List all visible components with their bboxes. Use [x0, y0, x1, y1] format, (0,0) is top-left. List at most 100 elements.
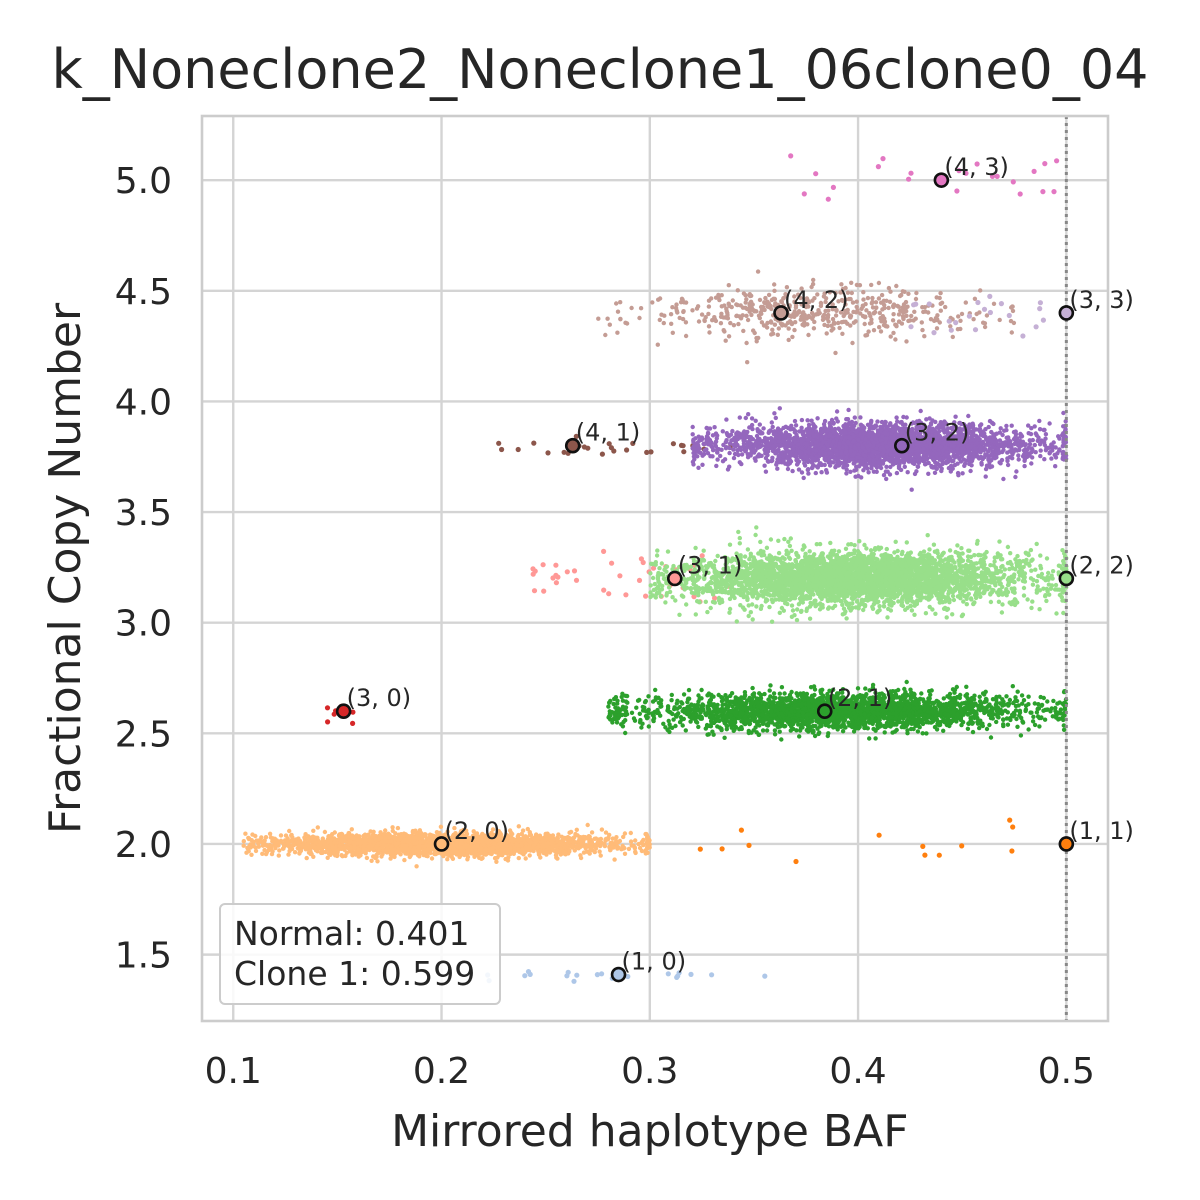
data-point: [622, 831, 628, 836]
data-point: [669, 692, 674, 698]
data-point: [760, 728, 766, 733]
data-point: [920, 843, 926, 850]
data-point: [565, 835, 571, 840]
data-point: [259, 835, 264, 840]
data-point: [593, 844, 598, 849]
data-point: [396, 832, 402, 837]
data-point: [633, 849, 638, 854]
data-point: [246, 845, 251, 851]
data-point: [574, 827, 579, 832]
data-point: [290, 838, 295, 843]
data-point: [709, 720, 714, 726]
data-point: [988, 735, 994, 740]
data-point: [349, 827, 354, 832]
data-point: [623, 730, 628, 736]
data-point: [241, 839, 246, 844]
data-point: [393, 835, 398, 840]
data-point: [754, 730, 759, 735]
data-point: [595, 840, 600, 845]
data-point: [741, 695, 747, 701]
data-point: [491, 845, 496, 851]
data-point: [386, 839, 391, 844]
data-point: [390, 828, 395, 834]
data-point: [325, 719, 331, 725]
data-point: [908, 687, 913, 692]
data-point: [623, 709, 629, 714]
data-point: [641, 842, 646, 848]
data-point: [523, 841, 528, 847]
data-point: [494, 849, 499, 854]
data-point: [340, 854, 345, 859]
data-point: [527, 853, 532, 858]
data-point: [1019, 693, 1025, 698]
data-point: [663, 725, 668, 730]
data-point: [941, 696, 946, 701]
data-point: [342, 845, 347, 851]
data-point: [286, 852, 291, 857]
data-point: [1010, 684, 1015, 689]
data-point: [371, 854, 376, 859]
data-point: [958, 709, 963, 714]
data-point: [538, 848, 543, 853]
data-point: [1007, 817, 1013, 823]
data-point: [714, 718, 719, 724]
data-point: [626, 846, 632, 852]
data-point: [479, 856, 484, 861]
data-point: [696, 724, 701, 730]
data-point: [941, 728, 946, 733]
data-point: [681, 692, 687, 697]
data-point: [598, 853, 603, 858]
data-point: [259, 839, 264, 845]
data-point: [253, 845, 258, 850]
data-point: [876, 832, 882, 838]
data-point: [592, 849, 597, 855]
data-point: [804, 716, 809, 721]
data-point: [549, 839, 555, 844]
data-point: [948, 702, 953, 708]
data-point: [445, 857, 450, 862]
data-point: [608, 847, 613, 852]
data-point: [613, 840, 618, 846]
data-point: [821, 693, 826, 698]
data-point: [417, 854, 422, 859]
data-point: [375, 841, 380, 847]
data-point: [732, 718, 737, 723]
data-point: [603, 830, 609, 835]
data-point: [990, 716, 995, 721]
data-point: [388, 844, 393, 850]
data-point: [411, 839, 416, 844]
data-point: [762, 973, 768, 979]
data-point: [561, 836, 567, 841]
data-point: [680, 701, 685, 706]
data-point: [406, 839, 412, 844]
data-point: [966, 721, 971, 726]
data-point: [922, 852, 928, 858]
data-point: [771, 691, 777, 696]
data-point: [515, 834, 520, 839]
data-point: [719, 717, 725, 722]
data-point: [597, 843, 603, 849]
data-point: [325, 855, 330, 860]
data-point: [724, 727, 729, 732]
data-point: [561, 851, 566, 856]
data-point: [554, 855, 559, 860]
data-point: [1000, 703, 1005, 708]
data-point: [894, 727, 899, 733]
data-point: [457, 851, 462, 856]
data-point: [447, 850, 452, 856]
data-point: [788, 722, 793, 727]
data-point: [389, 850, 394, 855]
data-point: [957, 695, 962, 701]
data-point: [750, 685, 755, 691]
data-point: [959, 722, 964, 728]
data-point: [979, 704, 984, 710]
data-point: [640, 839, 645, 844]
data-point: [414, 864, 419, 869]
data-point: [893, 694, 898, 700]
data-point: [701, 703, 706, 708]
data-point: [936, 852, 942, 858]
data-point: [704, 724, 710, 729]
data-point: [556, 832, 561, 837]
data-point: [308, 849, 313, 854]
data-point: [382, 849, 388, 854]
